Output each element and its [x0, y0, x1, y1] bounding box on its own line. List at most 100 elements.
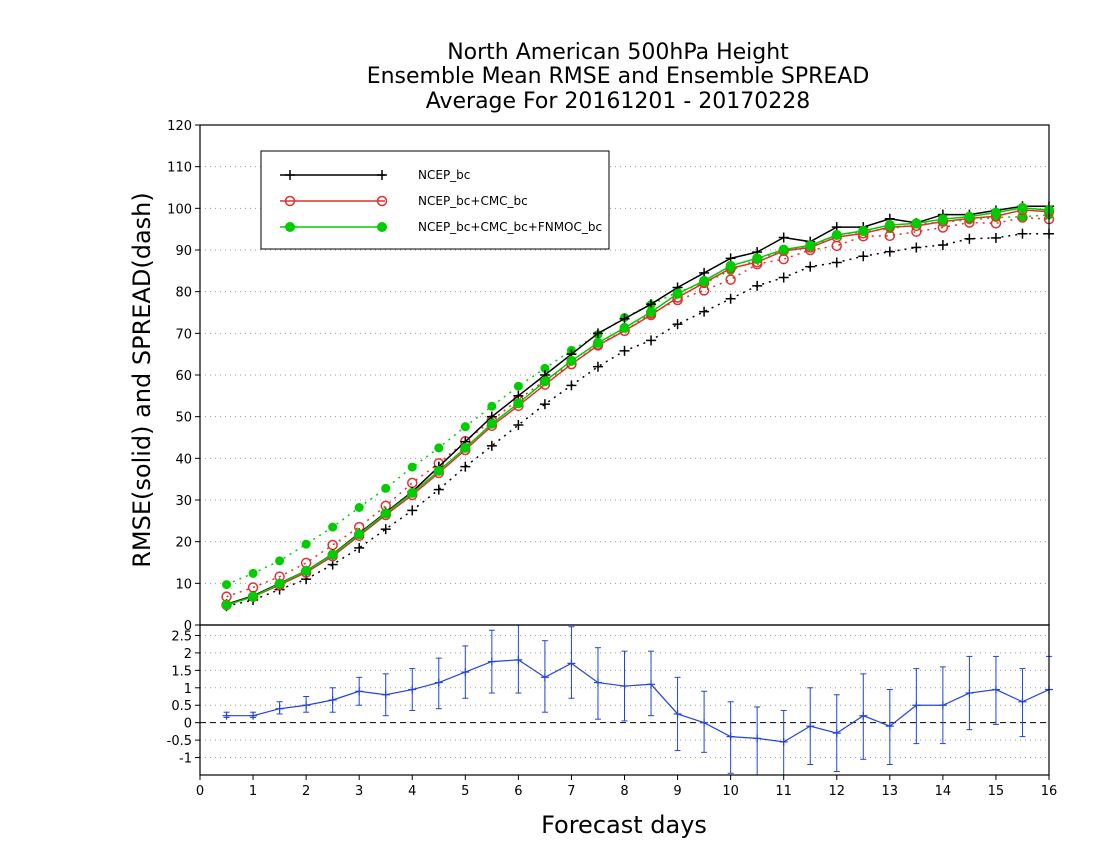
- legend-marker: [376, 195, 388, 207]
- series-rmse-point: [539, 376, 550, 387]
- series-rmse-point: [752, 253, 763, 264]
- series-spread-point: [327, 539, 338, 551]
- series-spread-point: [858, 251, 869, 262]
- series-rmse-line: [226, 205, 1049, 605]
- series-rmse-point: [858, 225, 869, 236]
- difference-marks: [222, 624, 1053, 776]
- x-ticks: 0 1 2 3 4 5 6 7 8 9 10 11 12 13 14 15 16: [196, 775, 1057, 799]
- series-spread-point: [354, 503, 364, 512]
- series-rmse-point: [407, 487, 418, 498]
- legend-label: NCEP_bc+CMC_bc: [418, 194, 528, 208]
- x-tick-label: 3: [355, 784, 363, 799]
- series-spread-point: [301, 574, 312, 585]
- x-tick-label: 0: [196, 784, 204, 799]
- legend-marker: [285, 222, 295, 232]
- series-rmse-point: [805, 240, 816, 251]
- series-5-spread: [222, 210, 1054, 590]
- series-rmse-point: [884, 220, 895, 230]
- x-tick-label: 4: [408, 784, 416, 799]
- bottom-y-tick-label: 1.5: [171, 664, 192, 679]
- series-rmse-point: [486, 418, 497, 429]
- series-rmse-point: [354, 529, 365, 540]
- top-y-tick-label: 80: [175, 286, 192, 301]
- series-spread-point: [831, 240, 842, 252]
- top-y-tick-label: 100: [167, 202, 192, 217]
- series-2-rmse: [221, 202, 1054, 610]
- series-spread-point: [911, 242, 922, 253]
- x-tick-label: 16: [1041, 784, 1058, 799]
- series-spread-point: [407, 505, 418, 516]
- series-rmse-point: [274, 578, 285, 589]
- series-rmse-point: [725, 260, 736, 271]
- x-axis-label: Forecast days: [541, 811, 707, 839]
- series-rmse-line: [226, 207, 1050, 606]
- series-spread-line: [226, 233, 1049, 607]
- series-3-spread: [221, 228, 1054, 612]
- bottom-y-ticks: -1 -0.5 0 0.5 1 1.5 2 2.5: [167, 629, 200, 767]
- x-tick-label: 11: [775, 784, 792, 799]
- series-rmse-line: [226, 209, 1050, 606]
- series-rmse-point: [221, 600, 232, 610]
- series-spread-point: [380, 524, 391, 535]
- top-y-tick-label: 30: [175, 494, 192, 509]
- series-spread-point: [460, 461, 471, 472]
- x-tick-label: 15: [988, 784, 1005, 799]
- x-tick-label: 14: [935, 784, 952, 799]
- series-rmse-point: [778, 244, 789, 255]
- top-y-tick-label: 0: [184, 619, 192, 634]
- series-spread-point: [487, 401, 497, 411]
- bottom-y-tick-label: -1: [179, 752, 192, 767]
- top-y-tick-label: 10: [175, 577, 192, 592]
- x-tick-label: 1: [249, 784, 257, 799]
- series-spread-point: [275, 556, 285, 566]
- series-spread-line: [226, 214, 1050, 586]
- series-rmse-point: [592, 337, 603, 348]
- series-spread-point: [592, 361, 603, 372]
- bottom-y-tick-label: 2.5: [171, 629, 192, 644]
- legend-marker: [285, 170, 295, 180]
- series-spread-point: [937, 240, 948, 250]
- series-rmse-point: [301, 565, 312, 576]
- series-rmse-point: [778, 232, 789, 243]
- x-tick-label: 9: [673, 784, 681, 799]
- x-tick-label: 13: [882, 784, 899, 799]
- series-rmse-point: [911, 218, 922, 229]
- series-rmse-point: [990, 207, 1001, 218]
- series-rmse-point: [672, 288, 683, 299]
- x-tick-label: 6: [514, 784, 522, 799]
- legend-label: NCEP_bc: [418, 168, 470, 182]
- y-axis-label: RMSE(solid) and SPREAD(dash): [128, 192, 156, 568]
- bottom-y-tick-label: 2: [184, 647, 192, 662]
- series-rmse-point: [433, 465, 444, 476]
- legend-marker: [284, 195, 296, 207]
- legend-marker: [377, 222, 387, 232]
- series-spread-point: [619, 345, 630, 356]
- series-rmse-point: [619, 313, 630, 324]
- series-rmse-point: [380, 508, 391, 519]
- bottom-y-tick-label: 0: [184, 717, 192, 732]
- series-spread-point: [964, 233, 975, 244]
- series-spread-point: [725, 274, 736, 285]
- series-spread-point: [699, 306, 710, 317]
- series-rmse-point: [646, 307, 657, 318]
- series-rmse-point: [248, 591, 259, 602]
- series-rmse-point: [937, 214, 948, 225]
- bottom-y-tick-label: -0.5: [167, 734, 192, 749]
- series-rmse-point: [964, 211, 975, 222]
- title-line-2: Ensemble Mean RMSE and Ensemble SPREAD: [367, 64, 870, 89]
- title-line-1: North American 500hPa Height: [447, 40, 789, 65]
- series-spread-point: [1017, 228, 1028, 239]
- x-tick-label: 2: [302, 784, 310, 799]
- series-spread-point: [222, 580, 232, 590]
- series-spread-point: [513, 420, 524, 430]
- top-y-tick-label: 60: [175, 369, 192, 384]
- series-spread-point: [381, 483, 391, 493]
- top-y-tick-label: 50: [175, 411, 192, 426]
- top-y-tick-label: 120: [167, 119, 192, 134]
- series-spread-point: [884, 246, 895, 257]
- title-line-3: Average For 20161201 - 20170228: [426, 89, 811, 114]
- top-y-tick-label: 90: [175, 244, 192, 259]
- x-tick-label: 7: [567, 784, 575, 799]
- legend-box: [260, 150, 610, 250]
- series-spread-point: [301, 539, 311, 549]
